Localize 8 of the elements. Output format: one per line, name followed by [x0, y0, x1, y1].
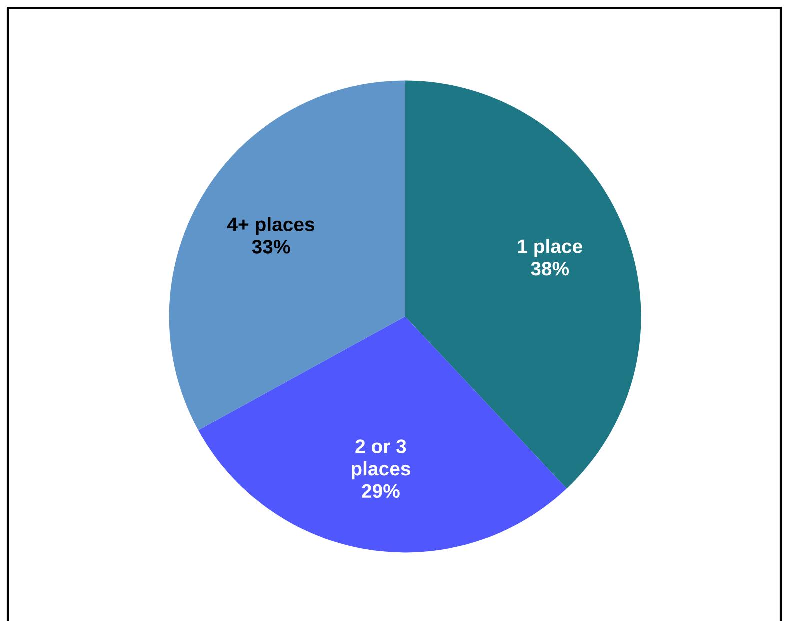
pie-slice	[169, 80, 406, 430]
pie-slice	[198, 316, 567, 553]
data-label: 38%	[531, 262, 570, 276]
slice-label: 1 place	[518, 239, 582, 258]
slice-label: 2 or 3 places	[352, 440, 410, 480]
data-label: 33%	[252, 240, 290, 254]
data-label: 29%	[362, 484, 400, 498]
slice-label: 4+ places	[227, 217, 315, 236]
